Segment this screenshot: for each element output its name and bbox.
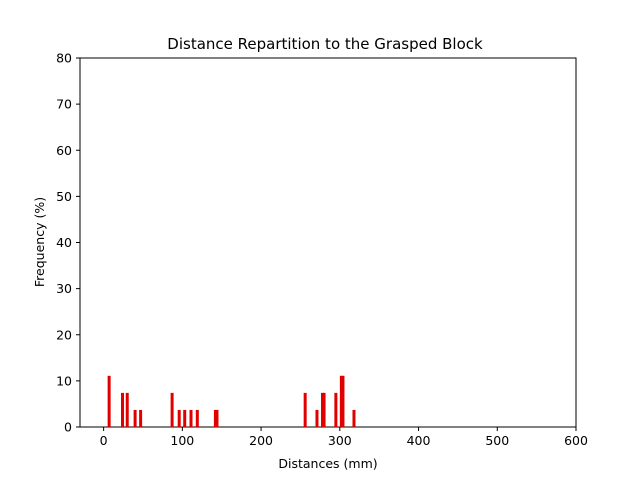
x-axis-label: Distances (mm) <box>278 456 377 471</box>
plot-area <box>79 57 577 428</box>
x-tick-label-400: 400 <box>407 433 431 448</box>
bar-8 <box>189 409 193 427</box>
bar-6 <box>177 409 181 427</box>
bar-15 <box>322 392 326 427</box>
bar-2 <box>125 392 129 427</box>
bar-11 <box>215 409 219 427</box>
bar-1 <box>121 392 125 427</box>
bar-12 <box>303 392 307 427</box>
bar-13 <box>315 409 319 427</box>
x-tick-label-0: 0 <box>100 433 108 448</box>
x-axis-ticks: 0 100 200 300 400 500 600 <box>100 427 588 448</box>
x-tick-label-100: 100 <box>170 433 194 448</box>
x-tick-label-600: 600 <box>564 433 588 448</box>
bar-4 <box>139 409 143 427</box>
chart-title: Distance Repartition to the Grasped Bloc… <box>167 35 483 53</box>
bar-9 <box>195 409 199 427</box>
x-tick-label-500: 500 <box>485 433 509 448</box>
y-tick-label-10: 10 <box>56 373 72 388</box>
y-axis-label: Frequency (%) <box>32 197 47 287</box>
bar-16 <box>334 392 338 427</box>
y-tick-label-40: 40 <box>56 235 72 250</box>
bar-19 <box>352 409 356 427</box>
bar-17 <box>339 375 343 427</box>
y-tick-label-30: 30 <box>56 281 72 296</box>
y-tick-label-70: 70 <box>56 97 72 112</box>
x-tick-label-300: 300 <box>328 433 352 448</box>
bar-7 <box>183 409 187 427</box>
bar-5 <box>170 392 174 427</box>
y-axis-ticks: 0 10 20 30 40 50 60 70 80 <box>56 51 80 435</box>
y-tick-label-60: 60 <box>56 143 72 158</box>
bar-18 <box>341 375 345 427</box>
y-tick-label-50: 50 <box>56 189 72 204</box>
bars-group <box>107 375 356 427</box>
bar-3 <box>133 409 137 427</box>
x-tick-label-200: 200 <box>249 433 273 448</box>
bar-0 <box>107 375 111 427</box>
y-tick-label-0: 0 <box>64 420 72 435</box>
plot-frame <box>79 57 577 428</box>
bar-10 <box>213 409 217 427</box>
y-tick-label-20: 20 <box>56 327 72 342</box>
bar-14 <box>320 392 324 427</box>
y-tick-label-80: 80 <box>56 51 72 66</box>
